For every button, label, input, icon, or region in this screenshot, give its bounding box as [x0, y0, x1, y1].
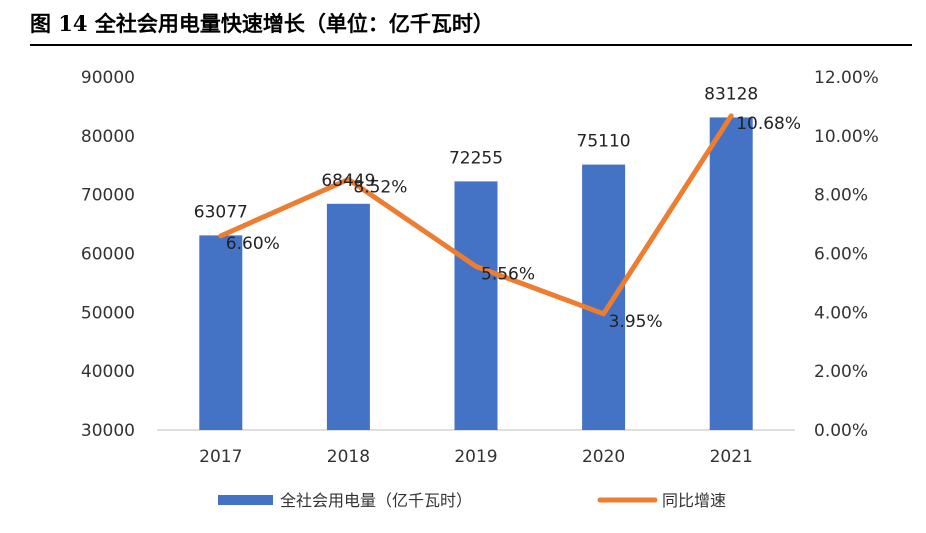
- y-left-tick-label: 50000: [81, 303, 135, 323]
- y-right-tick-label: 0.00%: [814, 421, 868, 441]
- legend-bar-label: 全社会用电量（亿千瓦时）: [280, 491, 472, 510]
- bar-data-label: 72255: [449, 148, 503, 168]
- y-right-tick-label: 2.00%: [814, 362, 868, 382]
- y-right-tick-label: 12.00%: [814, 68, 879, 88]
- y-left-tick-label: 90000: [81, 68, 135, 88]
- y-left-tick-label: 30000: [81, 421, 135, 441]
- bar-data-label: 68449: [321, 171, 375, 191]
- y-right-tick-label: 8.00%: [814, 186, 868, 206]
- bar: [582, 164, 626, 430]
- x-tick-label: 2018: [327, 447, 370, 467]
- title-rule: [30, 44, 912, 46]
- figure-title: 图 14 全社会用电量快速增长（单位：亿千瓦时）: [30, 11, 494, 36]
- bar-data-label: 63077: [194, 202, 248, 222]
- legend-bar-swatch: [218, 495, 273, 505]
- y-left-tick-label: 70000: [81, 186, 135, 206]
- line-data-label: 8.52%: [353, 177, 407, 197]
- x-tick-label: 2021: [710, 447, 753, 467]
- bar: [709, 117, 753, 430]
- growth-line: [218, 113, 734, 317]
- bar: [326, 203, 370, 430]
- y-right-tick-label: 10.00%: [814, 127, 879, 147]
- line-data-label: 6.60%: [226, 234, 280, 254]
- line-data-label: 5.56%: [481, 264, 535, 284]
- bar-data-label: 75110: [577, 132, 631, 152]
- y-left-tick-label: 60000: [81, 245, 135, 265]
- legend-line-label: 同比增速: [662, 491, 726, 510]
- y-left-tick-label: 80000: [81, 127, 135, 147]
- x-tick-label: 2017: [199, 447, 242, 467]
- bar: [454, 181, 498, 430]
- x-tick-label: 2019: [454, 447, 497, 467]
- bar-data-label: 83128: [704, 84, 758, 104]
- line-data-label: 3.95%: [609, 312, 663, 332]
- y-right-tick-label: 4.00%: [814, 303, 868, 323]
- x-tick-label: 2020: [582, 447, 625, 467]
- line-data-label: 10.68%: [736, 114, 801, 134]
- y-right-tick-label: 6.00%: [814, 245, 868, 265]
- bar: [199, 235, 243, 430]
- y-left-tick-label: 40000: [81, 362, 135, 382]
